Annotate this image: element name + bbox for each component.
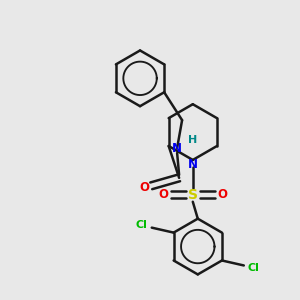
Text: O: O	[218, 188, 228, 201]
Text: Cl: Cl	[248, 263, 260, 273]
Text: Cl: Cl	[136, 220, 148, 230]
Text: O: O	[158, 188, 168, 201]
Text: N: N	[188, 158, 198, 171]
Text: H: H	[188, 135, 198, 145]
Text: N: N	[172, 142, 182, 154]
Text: S: S	[188, 188, 198, 202]
Text: O: O	[139, 181, 149, 194]
